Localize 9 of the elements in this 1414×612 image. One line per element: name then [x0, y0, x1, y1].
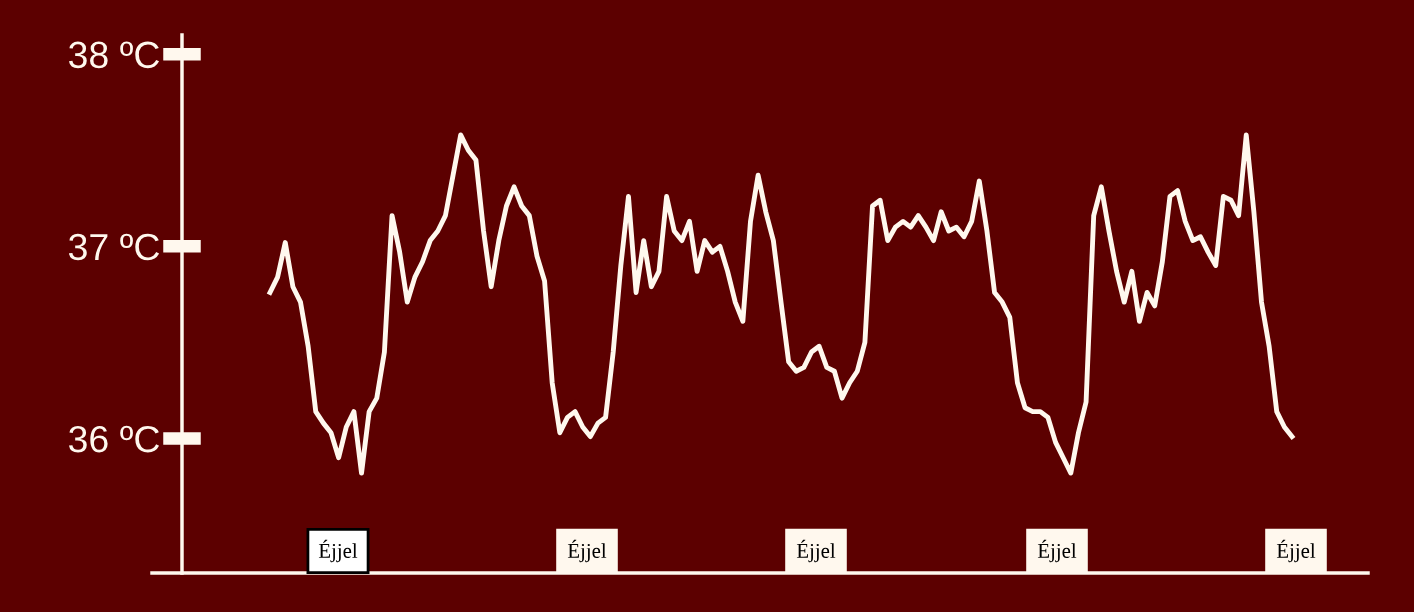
line-series: [267, 132, 1295, 476]
annotation: Éjjel: [1276, 539, 1316, 563]
annotation: Éjjel: [1037, 539, 1077, 563]
annotation: Éjjel: [567, 539, 607, 563]
annotation: Éjjel: [318, 539, 358, 563]
y-tick-label: 38 ºC: [69, 41, 160, 69]
y-tick-label: 37 ºC: [69, 233, 160, 261]
annotation: Éjjel: [796, 539, 836, 563]
y-tick-label: 36 ºC: [69, 425, 160, 453]
